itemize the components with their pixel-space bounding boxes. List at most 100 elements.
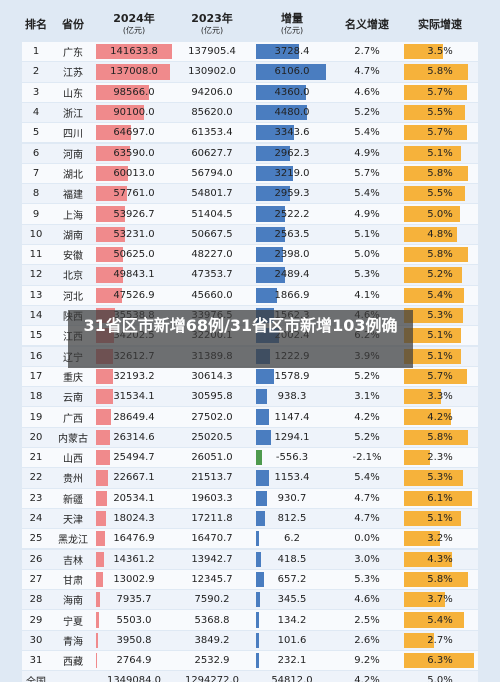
bar-real-growth	[404, 632, 434, 648]
row-bg	[22, 590, 478, 610]
table-cell: 14	[29, 310, 43, 322]
table-cell: 5.0%	[427, 208, 453, 220]
bar-real-growth	[404, 571, 469, 588]
bar-increase	[256, 490, 267, 506]
table-cell: 4.2%	[354, 411, 380, 423]
bar-increase	[256, 632, 259, 648]
overlay-caption: 31省区市新增68例/31省区市新增103例确	[68, 310, 413, 368]
table-cell: -2.1%	[352, 452, 382, 464]
table-cell: 0.0%	[354, 533, 380, 545]
header-cell: 省份	[50, 8, 96, 42]
bar-increase	[256, 510, 266, 527]
table-cell: 15	[29, 330, 43, 342]
table-cell: 20534.1	[113, 492, 155, 504]
table-cell: 130902.0	[188, 66, 236, 78]
table-cell: 18	[29, 391, 43, 403]
table-cell: 19	[29, 411, 43, 423]
table-cell: 4	[32, 107, 40, 119]
table-cell: 5.8%	[427, 431, 453, 443]
table-cell: -556.3	[275, 452, 309, 464]
bar-2024	[96, 653, 98, 669]
table-cell: 黑龙江	[58, 535, 88, 547]
bar-2024	[96, 490, 108, 506]
bar-real-growth	[404, 510, 461, 527]
table-cell: 3849.2	[194, 634, 230, 646]
table-cell: 吉林	[63, 555, 83, 567]
table-cell: 2522.2	[274, 208, 310, 220]
bar-2024	[96, 64, 170, 80]
bar-real-growth	[404, 64, 469, 80]
table-cell: 四川	[63, 129, 83, 141]
table-cell: 60627.7	[191, 147, 233, 159]
table-cell: 232.1	[277, 655, 307, 667]
header-cell: 排名	[22, 8, 50, 42]
table-cell: 2959.3	[274, 188, 310, 200]
table-cell: 重庆	[63, 372, 83, 384]
row-bg	[22, 508, 478, 529]
bar-increase	[256, 104, 308, 121]
table-cell: 1578.9	[274, 370, 310, 382]
bar-2024	[96, 186, 127, 202]
table-cell: 51404.5	[191, 208, 233, 220]
header-label: 2024年	[113, 12, 155, 25]
table-cell: 3219.0	[274, 167, 310, 179]
table-cell: 20	[29, 431, 43, 443]
table-cell: 3.1%	[354, 391, 380, 403]
table-cell: 安徽	[63, 251, 83, 263]
header-label: 增量	[281, 12, 303, 25]
table-cell: 5.1%	[427, 513, 453, 525]
bar-increase	[256, 409, 270, 425]
row-bg	[22, 285, 478, 305]
table-cell: 26051.0	[191, 452, 233, 464]
table-cell: 6.3%	[427, 655, 453, 667]
table-cell: 8	[32, 188, 40, 200]
table-cell: 4.6%	[354, 86, 380, 98]
bar-increase	[256, 84, 306, 100]
bar-2024	[96, 409, 112, 425]
table-cell: 10	[29, 228, 43, 240]
table-cell: 1294.1	[274, 431, 310, 443]
table-cell: 45660.0	[191, 289, 233, 301]
table-cell: 30614.3	[191, 370, 233, 382]
bar-increase	[256, 206, 285, 222]
table-cell: 4.7%	[354, 492, 380, 504]
bar-2024	[96, 368, 114, 385]
row-bg	[22, 204, 478, 224]
bar-real-growth	[404, 165, 469, 182]
bar-real-growth	[404, 84, 468, 100]
bar-real-growth	[404, 186, 466, 202]
table-cell: 19603.3	[191, 492, 233, 504]
header-label: 省份	[62, 18, 84, 31]
bar-2024	[96, 206, 125, 222]
table-cell: 418.5	[277, 553, 307, 565]
bar-increase	[256, 226, 286, 242]
table-cell: 657.2	[277, 573, 307, 585]
table-cell: 3.0%	[354, 553, 380, 565]
bar-2024	[96, 510, 106, 527]
bar-real-growth	[404, 490, 472, 506]
table-cell: 2489.4	[274, 269, 310, 281]
bar-2024	[96, 247, 124, 263]
row-bg	[22, 265, 478, 285]
table-cell: 湖南	[63, 230, 83, 242]
bar-increase	[256, 389, 267, 405]
table-cell: 1	[32, 46, 40, 58]
table-cell: 3.5%	[427, 46, 453, 58]
bar-2024	[96, 226, 125, 242]
table-cell: 49843.1	[113, 269, 155, 281]
table-cell: 54801.7	[191, 188, 233, 200]
table-cell: 12	[29, 269, 43, 281]
table-cell: 6.2	[284, 533, 300, 545]
bar-increase	[256, 186, 290, 202]
table-cell: 福建	[63, 190, 83, 202]
table-cell: 31	[29, 655, 43, 667]
table-cell: 5.7%	[354, 167, 380, 179]
table-cell: 137008.0	[110, 66, 158, 78]
header-unit: (亿元)	[200, 26, 224, 35]
table-cell: 海南	[63, 596, 83, 608]
table-cell: 5368.8	[194, 614, 230, 626]
table-cell: 28649.4	[113, 411, 155, 423]
row-bg	[22, 651, 478, 671]
bar-real-growth	[404, 409, 451, 425]
table-cell: 54812.0	[271, 675, 313, 682]
